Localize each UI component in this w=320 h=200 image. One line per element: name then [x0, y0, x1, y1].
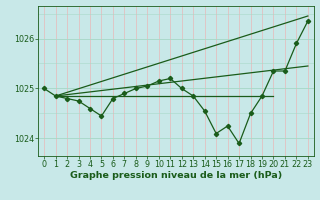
X-axis label: Graphe pression niveau de la mer (hPa): Graphe pression niveau de la mer (hPa)	[70, 171, 282, 180]
